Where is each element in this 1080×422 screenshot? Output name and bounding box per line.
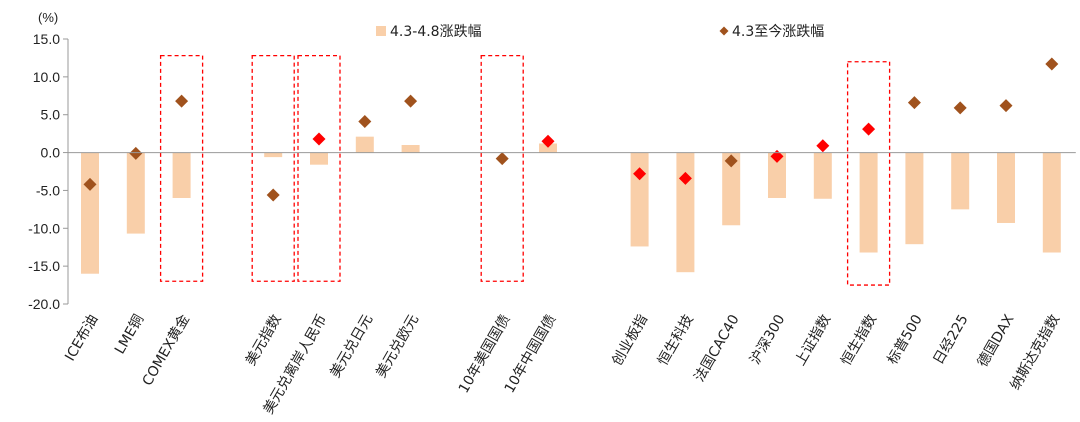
category-label: 美元指数 [243, 312, 285, 368]
legend-bar-swatch [376, 26, 386, 36]
marker [1045, 57, 1059, 71]
bar [905, 152, 924, 245]
bar [768, 152, 786, 198]
marker-series [83, 57, 1059, 202]
category-label: 纳斯达克指数 [1007, 312, 1063, 393]
marker [266, 188, 280, 202]
marker [999, 99, 1013, 113]
highlight-box [846, 61, 891, 286]
marker [175, 94, 189, 108]
category-label: 日经225 [930, 312, 971, 367]
category-label: 美元兑日元 [327, 312, 376, 381]
bar [172, 152, 191, 198]
y-tick-label: 5.0 [41, 107, 61, 123]
bar [1042, 152, 1061, 253]
category-label: 恒生科技 [655, 312, 697, 368]
marker-highlighted [678, 171, 692, 185]
category-label: 沪深300 [747, 312, 788, 367]
bar [813, 152, 832, 199]
legend: 4.3-4.8涨跌幅 4.3至今涨跌幅 [376, 24, 824, 40]
y-tick-label: -10.0 [28, 220, 60, 236]
marker-highlighted [816, 139, 830, 153]
highlight-boxes [159, 55, 891, 286]
marker [953, 101, 967, 115]
category-label: 恒生指数 [838, 312, 880, 368]
marker-highlighted [541, 134, 555, 148]
category-label: 美元兑欧元 [373, 312, 422, 381]
legend-marker-label: 4.3至今涨跌幅 [732, 24, 824, 40]
bar [355, 136, 374, 153]
marker [83, 177, 97, 191]
category-label: 德国DAX [975, 312, 1018, 370]
bar [401, 145, 420, 153]
category-label: 创业板指 [609, 312, 651, 368]
highlight-box [159, 55, 204, 282]
category-label: ICE布油 [62, 312, 101, 364]
highlight-box [251, 55, 295, 282]
category-label: LME铜 [112, 312, 147, 357]
bar [81, 152, 99, 274]
y-tick-label: 10.0 [33, 69, 60, 85]
bar [310, 152, 328, 165]
y-axis-ticks: 15.0 10.0 5.0 0.0 -5.0 -10.0 -15.0 -20.0 [28, 31, 68, 312]
bar [539, 143, 557, 153]
bar [951, 152, 970, 210]
bar [997, 152, 1015, 223]
marker [404, 94, 418, 108]
marker [358, 115, 372, 129]
marker [129, 146, 143, 160]
y-axis-unit-label: (%) [38, 10, 58, 25]
bar [859, 152, 878, 253]
bar-series [81, 136, 1061, 274]
category-label: 上证指数 [792, 312, 834, 368]
marker [907, 96, 921, 110]
bar [722, 152, 741, 226]
bar [126, 152, 145, 234]
bar [630, 152, 649, 247]
marker-highlighted [770, 149, 784, 163]
marker [724, 154, 738, 168]
marker [495, 152, 509, 166]
bar [264, 152, 283, 158]
y-tick-label: -20.0 [28, 296, 60, 312]
marker-highlighted [633, 167, 647, 181]
y-tick-label: -15.0 [28, 258, 60, 274]
legend-marker-swatch [719, 26, 729, 36]
y-tick-label: 0.0 [41, 145, 61, 161]
category-label: COMEX黄金 [139, 312, 193, 389]
legend-bar-label: 4.3-4.8涨跌幅 [390, 24, 482, 40]
marker-highlighted [312, 132, 326, 146]
y-tick-label: -5.0 [36, 182, 60, 198]
bar [676, 152, 695, 273]
marker-highlighted [862, 122, 876, 136]
highlight-box [480, 55, 524, 282]
y-tick-label: 15.0 [33, 31, 60, 47]
highlight-box [297, 55, 341, 282]
category-label: 标普500 [885, 312, 926, 367]
category-label: 法国CAC40 [691, 312, 742, 385]
